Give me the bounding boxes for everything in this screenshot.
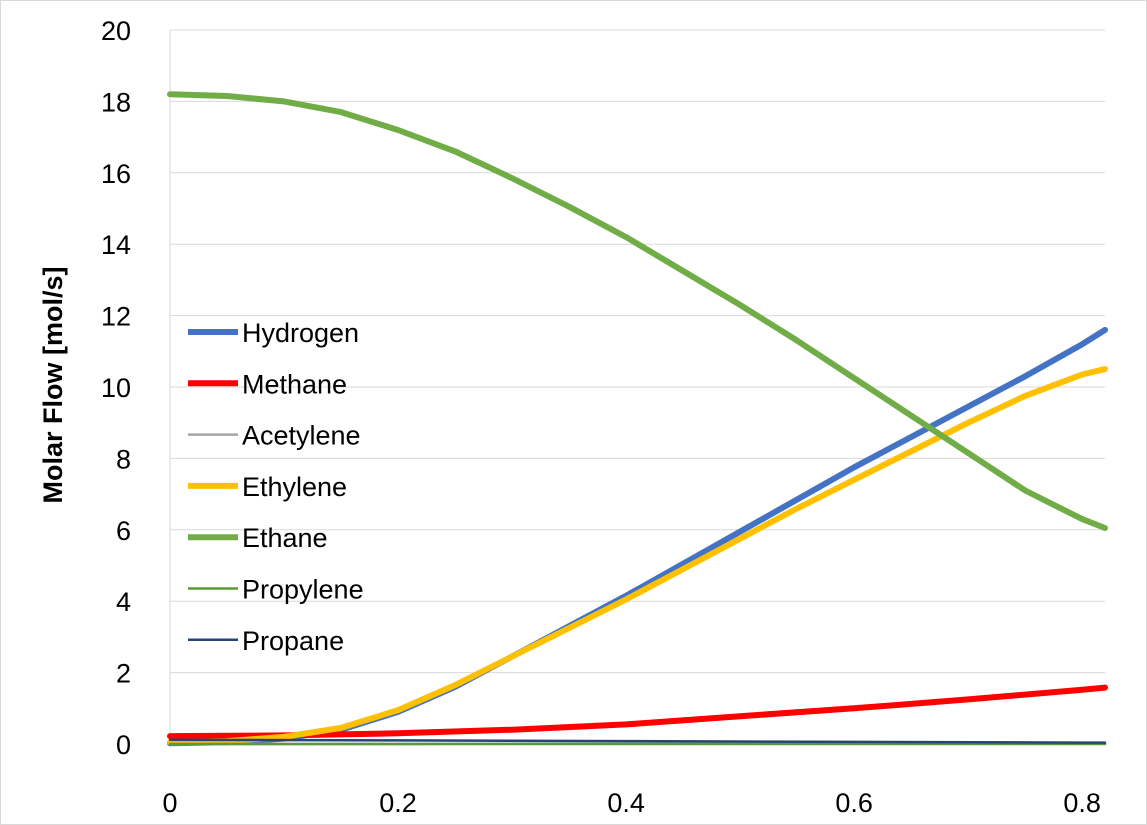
- series-line-propane: [168, 738, 1107, 744]
- legend-label-acetylene: Acetylene: [242, 421, 361, 451]
- x-tick-label: 0.2: [379, 788, 417, 818]
- plot-lines: [167, 91, 1108, 747]
- x-tick-label: 0.4: [607, 788, 645, 818]
- series-line-methane: [167, 684, 1108, 740]
- y-tick-label: 12: [101, 302, 131, 332]
- legend-label-methane: Methane: [242, 369, 347, 399]
- x-tick-label: 0.8: [1063, 788, 1101, 818]
- series-line-ethylene: [167, 366, 1108, 746]
- x-tick-label: 0.6: [835, 788, 873, 818]
- y-tick-label: 0: [116, 730, 131, 760]
- legend-label-ethylene: Ethylene: [242, 472, 347, 502]
- y-tick-label: 8: [116, 444, 131, 474]
- y-tick-label: 18: [101, 87, 131, 117]
- gridlines: [169, 29, 1105, 745]
- y-tick-label: 4: [116, 587, 131, 617]
- y-tick-label: 2: [116, 659, 131, 689]
- legend: Hydrogen Methane Acetylene Ethylene Ethane Pr…: [188, 318, 364, 656]
- legend-label-hydrogen: Hydrogen: [242, 318, 359, 348]
- y-tick-label: 6: [116, 516, 131, 546]
- y-tick-label: 10: [101, 373, 131, 403]
- y-axis-ticks: 0 2 4 6 8 10 12 14 16 18 20: [101, 16, 131, 760]
- y-tick-label: 14: [101, 230, 131, 260]
- x-tick-label: 0: [162, 788, 177, 818]
- legend-label-propylene: Propylene: [242, 575, 364, 605]
- y-axis-label: Molar Flow [mol/s]: [38, 266, 68, 503]
- legend-label-ethane: Ethane: [242, 523, 328, 553]
- x-axis-ticks: 0 0.2 0.4 0.6 0.8: [162, 788, 1100, 818]
- y-tick-label: 20: [101, 16, 131, 46]
- y-tick-label: 16: [101, 159, 131, 189]
- legend-label-propane: Propane: [242, 626, 344, 656]
- series-line-ethane: [167, 91, 1108, 531]
